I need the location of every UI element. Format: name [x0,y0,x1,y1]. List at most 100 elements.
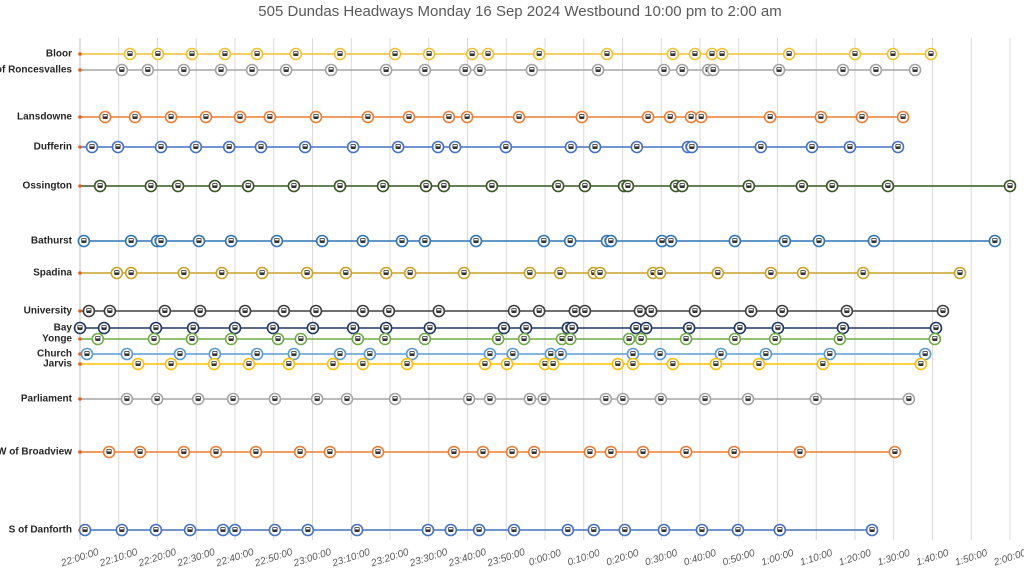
vehicle-marker [423,321,437,335]
marker-window [292,183,296,186]
marker-window [958,270,962,273]
vehicle-marker [120,392,134,406]
marker-window [299,336,303,339]
marker-window [250,67,254,70]
marker-icon [153,325,159,330]
vehicle-marker [422,47,436,61]
marker-window [169,361,173,364]
marker-icon [197,308,203,313]
marker-icon [558,351,564,356]
vehicle-marker [309,304,323,318]
marker-window [671,51,675,54]
marker-icon [230,396,236,401]
marker-icon [128,238,134,243]
category-label: Yonge [42,334,72,345]
marker-icon [557,270,563,275]
marker-window [155,396,159,399]
marker-icon [196,238,202,243]
marker-icon [501,325,507,330]
marker-icon [541,396,547,401]
marker-window [159,144,163,147]
marker-icon [630,361,636,366]
vehicle-marker [263,110,277,124]
marker-window [621,396,625,399]
marker-window [273,396,277,399]
vehicle-marker [226,392,240,406]
vehicle-marker [593,266,607,280]
vehicle-marker [483,347,497,361]
marker-icon [228,238,234,243]
marker-window [178,351,182,354]
vehicle-marker [527,445,541,459]
marker-icon [529,67,535,72]
marker-icon [427,325,433,330]
marker-window [684,336,688,339]
vehicle-marker [177,266,191,280]
vehicle-marker [128,110,142,124]
marker-icon [658,396,664,401]
marker-window [641,449,645,452]
vehicle-marker [346,321,360,335]
marker-window [410,351,414,354]
marker-icon [767,114,773,119]
vehicle-marker [400,357,414,371]
marker-icon [281,308,287,313]
vehicle-marker [250,347,264,361]
marker-window [693,308,697,311]
marker-window [381,183,385,186]
vehicle-marker [403,266,417,280]
vehicle-marker [728,332,742,346]
marker-icon [382,336,388,341]
vehicle-marker [301,523,315,537]
marker-icon [409,351,415,356]
marker-window [423,67,427,70]
vehicle-marker [741,392,755,406]
marker-icon [84,351,90,356]
marker-window [530,67,534,70]
start-dot [78,337,82,341]
category-label: Jarvis [43,359,72,370]
marker-icon [713,361,719,366]
vehicle-marker [706,63,720,77]
vehicle-marker [149,321,163,335]
vehicle-marker [622,332,636,346]
marker-window [668,114,672,117]
vehicle-marker [298,140,312,154]
vehicle-marker [418,234,432,248]
marker-window [470,51,474,54]
marker-icon [487,396,493,401]
marker-window [449,527,453,530]
vehicle-marker [115,523,129,537]
vehicle-marker [888,445,902,459]
marker-window [329,67,333,70]
marker-window [338,351,342,354]
vehicle-marker [886,47,900,61]
marker-window [351,325,355,328]
marker-window [680,67,684,70]
marker-icon [181,449,187,454]
marker-icon [732,238,738,243]
vehicle-marker [460,110,474,124]
marker-icon [477,67,483,72]
vehicle-marker [840,304,854,318]
vehicle-marker [914,357,928,371]
marker-window [684,449,688,452]
marker-window [490,183,494,186]
vehicle-marker [120,347,134,361]
marker-window [477,527,481,530]
vehicle-marker [300,266,314,280]
marker-window [716,270,720,273]
marker-icon [286,361,292,366]
marker-window [314,308,318,311]
marker-icon [718,351,724,356]
vehicle-marker [191,392,205,406]
marker-icon [293,51,299,56]
vehicle-marker [519,321,533,335]
vehicle-marker [177,63,191,77]
marker-icon [683,336,689,341]
x-tick-label: 1:40:00 [915,548,951,568]
marker-window [669,238,673,241]
marker-window [644,325,648,328]
vehicle-marker [902,392,916,406]
